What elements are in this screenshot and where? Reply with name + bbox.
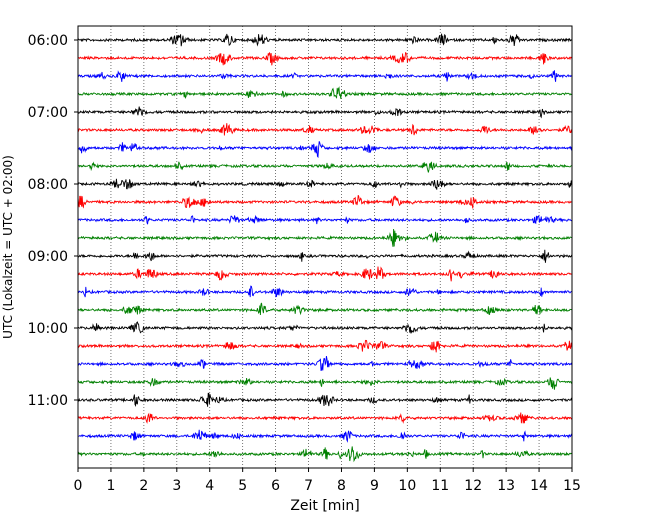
trace-line bbox=[77, 412, 573, 424]
x-tick-label: 14 bbox=[530, 478, 548, 494]
x-tick-label: 7 bbox=[304, 478, 313, 494]
trace-line bbox=[77, 70, 573, 82]
trace-line bbox=[77, 229, 572, 247]
trace-line bbox=[77, 106, 573, 119]
y-tick-label: 11:00 bbox=[28, 393, 68, 409]
x-tick-label: 2 bbox=[139, 478, 148, 494]
x-tick-label: 9 bbox=[370, 478, 379, 494]
x-axis-label: Zeit [min] bbox=[290, 498, 359, 514]
x-tick-label: 10 bbox=[398, 478, 416, 494]
trace-line bbox=[77, 355, 573, 372]
trace-line bbox=[77, 249, 573, 263]
trace-line bbox=[77, 33, 573, 47]
x-tick-label: 12 bbox=[464, 478, 482, 494]
x-tick-label: 13 bbox=[497, 478, 515, 494]
y-tick-label: 06:00 bbox=[28, 33, 68, 49]
trace-line bbox=[77, 285, 573, 298]
y-tick-label: 07:00 bbox=[28, 105, 68, 121]
x-tick-label: 1 bbox=[106, 478, 115, 494]
trace-line bbox=[77, 266, 573, 282]
trace-line bbox=[77, 161, 573, 173]
y-axis-label: UTC (Lokalzeit = UTC + 02:00) bbox=[1, 155, 15, 339]
y-axis-ticks: 06:00 07:00 08:00 09:00 10:00 11:00 bbox=[28, 33, 78, 409]
trace-line bbox=[77, 194, 572, 209]
trace-line bbox=[77, 429, 573, 443]
x-tick-label: 4 bbox=[205, 478, 214, 494]
trace-line bbox=[77, 377, 573, 390]
x-tick-label: 5 bbox=[238, 478, 247, 494]
trace-line bbox=[77, 178, 573, 190]
seismic-traces bbox=[77, 33, 573, 463]
x-tick-label: 11 bbox=[431, 478, 449, 494]
x-tick-label: 3 bbox=[172, 478, 181, 494]
trace-line bbox=[77, 51, 573, 66]
trace-line bbox=[77, 214, 573, 225]
trace-line bbox=[77, 86, 572, 100]
y-tick-label: 08:00 bbox=[28, 177, 68, 193]
x-tick-label: 15 bbox=[563, 478, 581, 494]
trace-line bbox=[77, 339, 573, 353]
plot-frame bbox=[77, 25, 573, 469]
y-tick-label: 10:00 bbox=[28, 321, 68, 337]
x-axis-ticks: 0 1 2 3 4 5 6 7 8 9 10 11 12 13 14 15 bbox=[74, 468, 581, 494]
trace-line bbox=[77, 302, 573, 316]
y-tick-label: 09:00 bbox=[28, 249, 68, 265]
trace-line bbox=[77, 446, 573, 463]
x-tick-label: 8 bbox=[337, 478, 346, 494]
trace-line bbox=[77, 321, 573, 334]
trace-line bbox=[77, 141, 573, 159]
trace-line bbox=[77, 123, 573, 136]
trace-line bbox=[77, 392, 573, 408]
x-tick-label: 0 bbox=[74, 478, 83, 494]
x-tick-label: 6 bbox=[271, 478, 280, 494]
